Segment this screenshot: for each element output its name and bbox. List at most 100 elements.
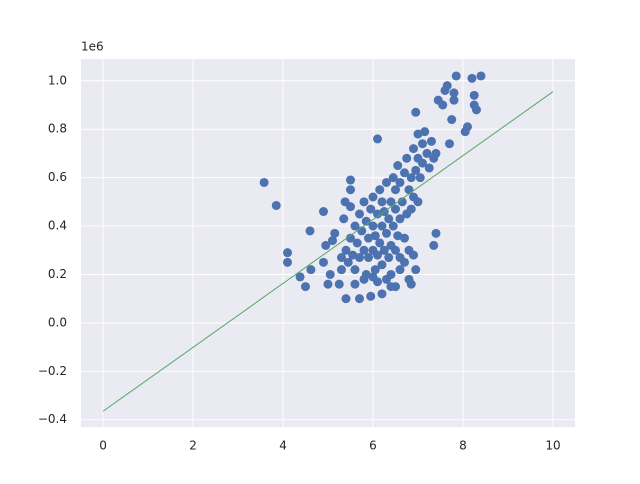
x-tick-label: 2 — [189, 439, 197, 453]
point — [449, 88, 459, 98]
point — [399, 233, 409, 243]
point — [411, 107, 421, 117]
point — [350, 221, 360, 231]
point — [393, 161, 403, 171]
point — [375, 238, 385, 248]
point — [361, 216, 371, 226]
point — [368, 272, 378, 282]
point — [417, 158, 427, 168]
point — [462, 122, 472, 132]
point — [321, 240, 331, 250]
point — [447, 115, 457, 125]
x-tick-label: 4 — [279, 439, 287, 453]
point — [379, 245, 389, 255]
point — [348, 250, 358, 260]
axis-offset-label: 1e6 — [81, 40, 104, 54]
point — [449, 95, 459, 105]
y-tick-label: −0.2 — [38, 364, 67, 378]
point — [377, 197, 387, 207]
point — [359, 197, 369, 207]
point — [438, 100, 448, 110]
point — [404, 274, 414, 284]
point — [388, 221, 398, 231]
point — [301, 282, 311, 292]
point — [431, 148, 441, 158]
point — [350, 279, 360, 289]
point — [408, 250, 418, 260]
point — [413, 129, 423, 139]
point — [476, 71, 486, 81]
point — [305, 226, 315, 236]
point — [442, 81, 452, 91]
x-tick-label: 10 — [545, 439, 560, 453]
point — [381, 228, 391, 238]
point — [336, 253, 346, 263]
point — [370, 265, 380, 275]
point — [393, 231, 403, 241]
point — [411, 265, 421, 275]
point — [431, 228, 441, 238]
point — [345, 185, 355, 195]
point — [429, 240, 439, 250]
point — [408, 144, 418, 154]
point — [372, 250, 382, 260]
y-tick-label: 0.2 — [48, 267, 67, 281]
point — [377, 221, 387, 231]
point — [415, 173, 425, 183]
point — [444, 139, 454, 149]
point — [345, 175, 355, 185]
point — [390, 245, 400, 255]
point — [343, 257, 353, 267]
point — [375, 185, 385, 195]
point — [390, 185, 400, 195]
point — [330, 228, 340, 238]
point — [323, 279, 333, 289]
point — [327, 236, 337, 246]
point — [413, 197, 423, 207]
point — [390, 282, 400, 292]
point — [377, 289, 387, 299]
point — [363, 233, 373, 243]
point — [399, 257, 409, 267]
point — [306, 265, 316, 275]
point — [259, 177, 269, 187]
point — [424, 163, 434, 173]
point — [386, 197, 396, 207]
point — [319, 257, 329, 267]
point — [354, 209, 364, 219]
point — [345, 233, 355, 243]
point — [467, 73, 477, 83]
point — [372, 134, 382, 144]
y-tick-label: 0.6 — [48, 170, 67, 184]
point — [359, 274, 369, 284]
point — [370, 231, 380, 241]
point — [345, 202, 355, 212]
point — [417, 139, 427, 149]
point — [402, 153, 412, 163]
point — [325, 269, 335, 279]
point — [319, 207, 329, 217]
point — [395, 214, 405, 224]
point — [397, 197, 407, 207]
y-tick-label: 1.0 — [48, 73, 67, 87]
y-tick-label: 0.4 — [48, 219, 67, 233]
x-tick-label: 0 — [99, 439, 107, 453]
x-tick-label: 6 — [369, 439, 377, 453]
point — [395, 177, 405, 187]
point — [406, 204, 416, 214]
y-tick-label: 0.0 — [48, 315, 67, 329]
point — [295, 272, 305, 282]
point — [386, 269, 396, 279]
line — [102, 91, 554, 412]
point — [411, 165, 421, 175]
point — [334, 279, 344, 289]
point — [377, 260, 387, 270]
point — [352, 238, 362, 248]
point — [283, 248, 293, 258]
point — [422, 148, 432, 158]
point — [390, 204, 400, 214]
point — [368, 192, 378, 202]
point — [354, 253, 364, 263]
point — [451, 71, 461, 81]
